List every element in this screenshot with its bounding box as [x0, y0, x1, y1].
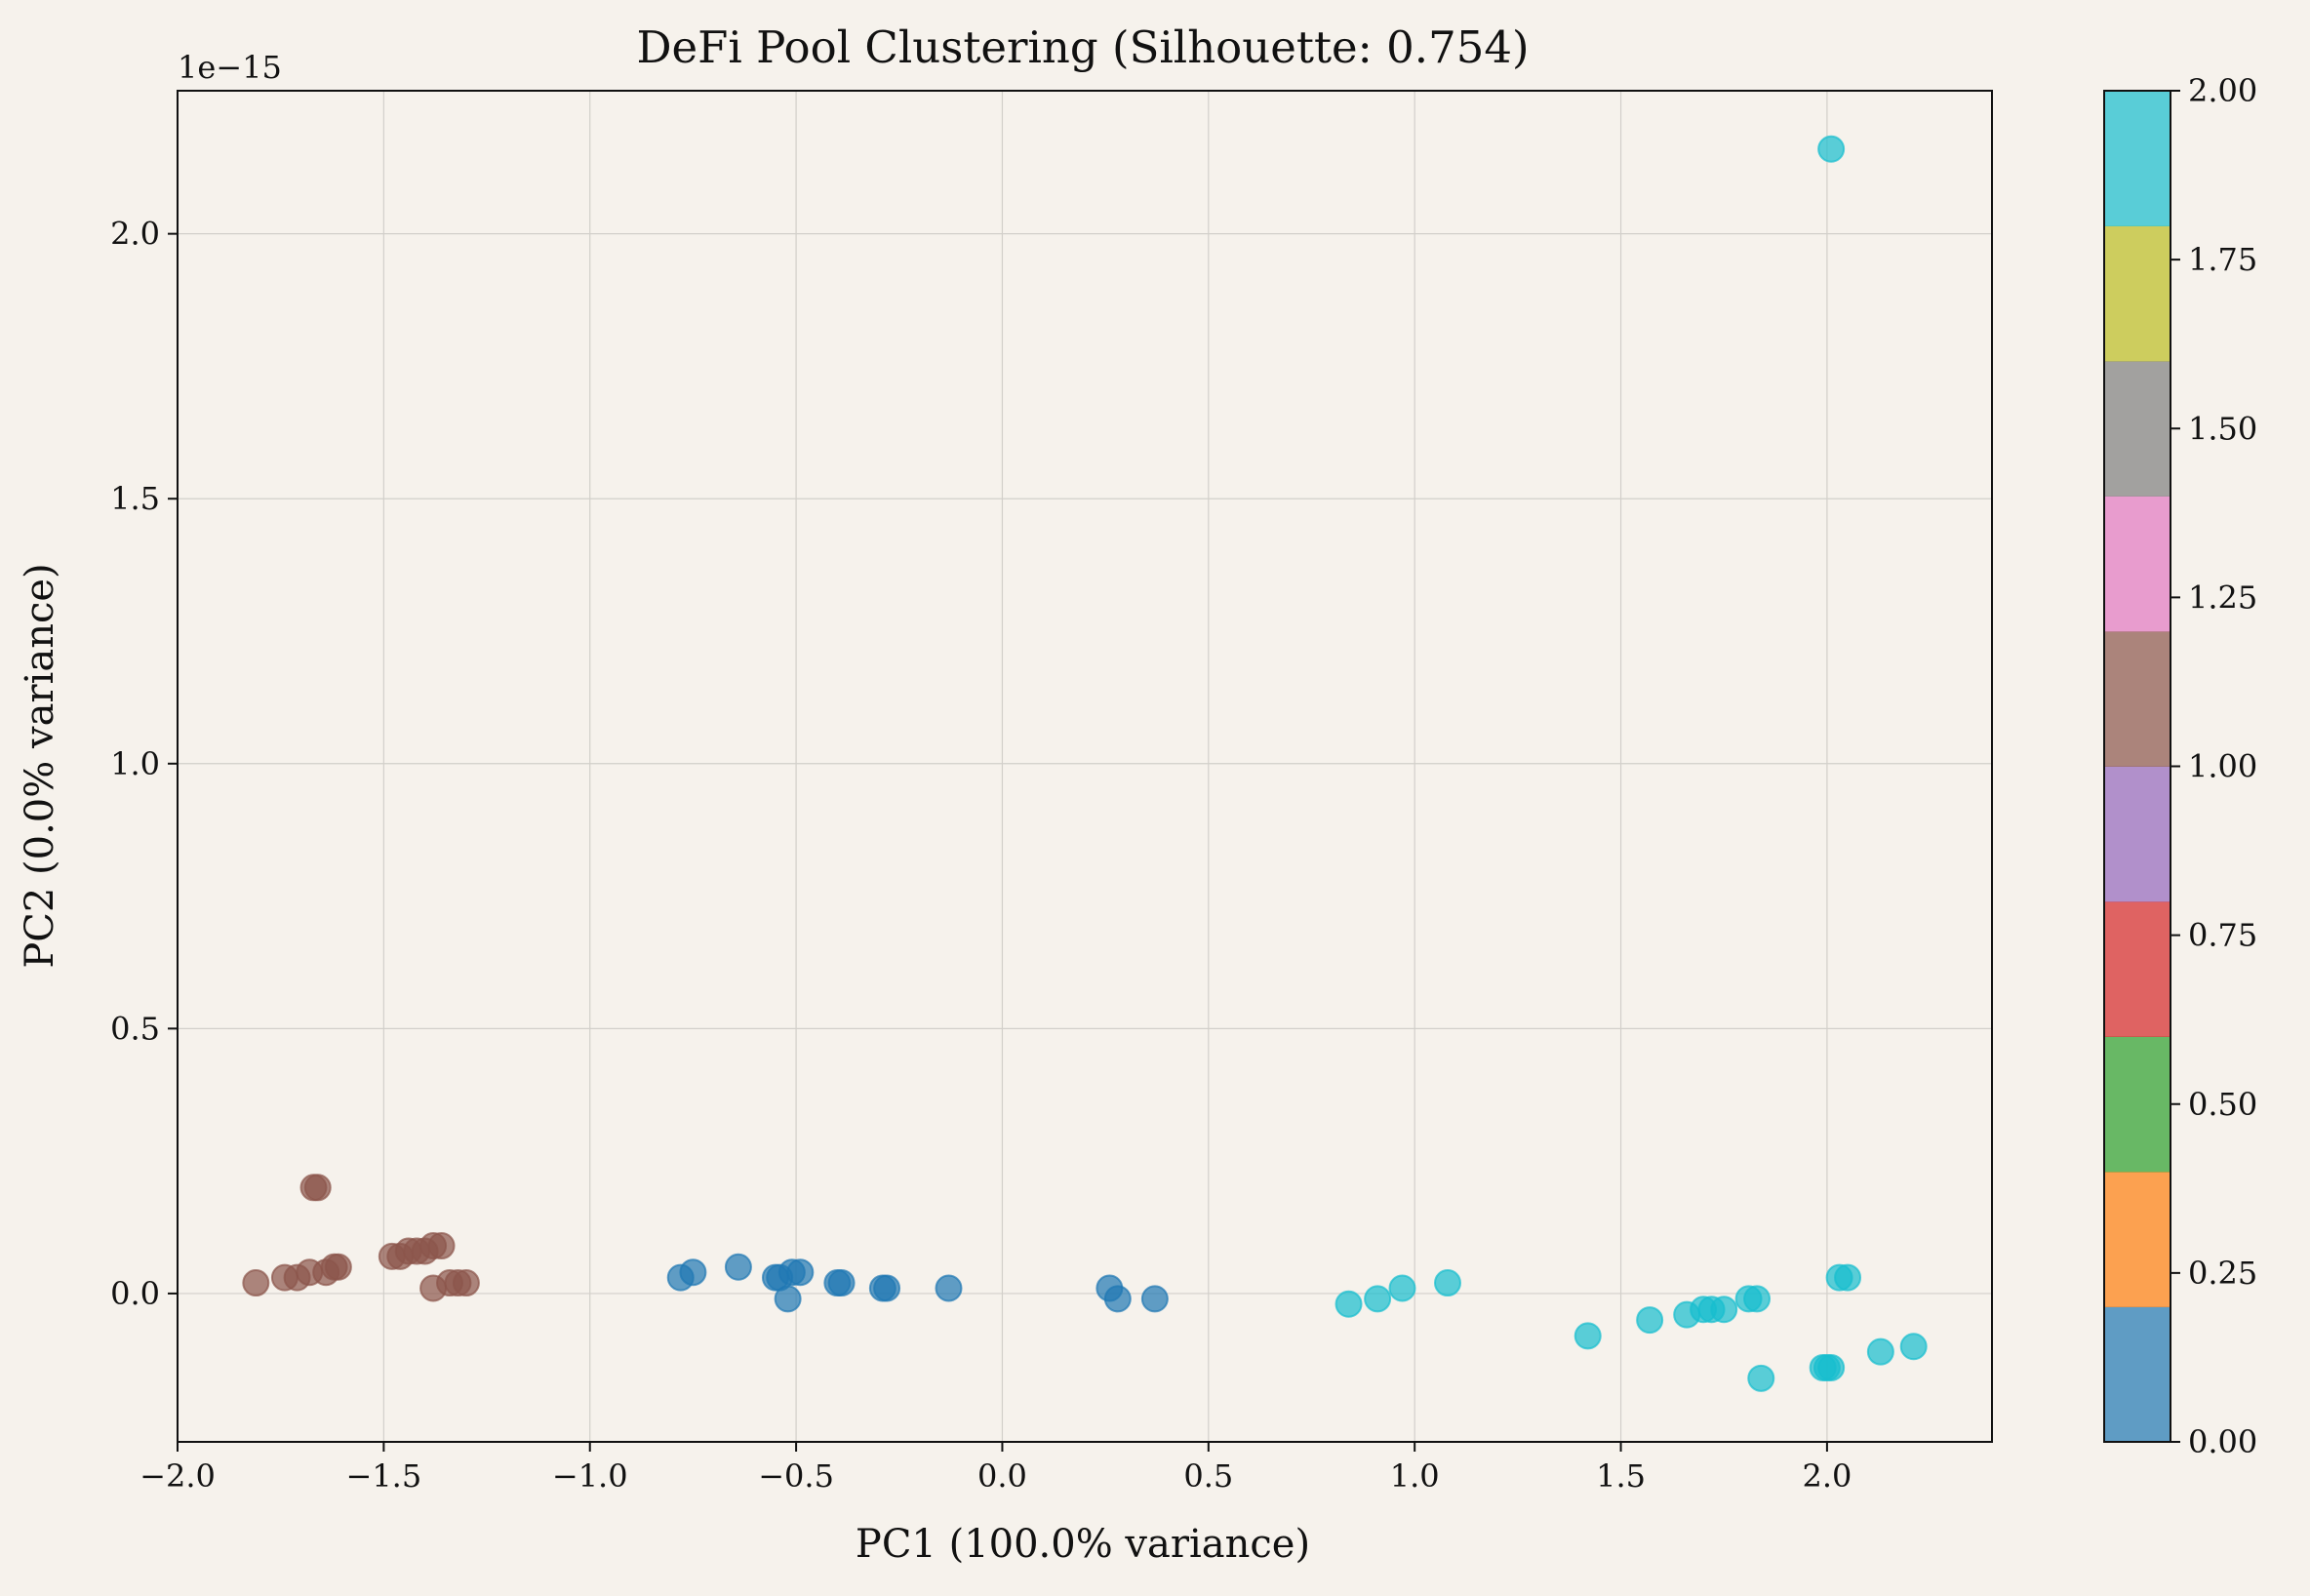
colorbar-band — [2104, 631, 2171, 767]
colorbar-band — [2104, 496, 2171, 632]
scatter-points — [242, 135, 1928, 1392]
colorbar-band — [2104, 91, 2171, 226]
y-axis: 0.0 0.5 1.0 1.5 2.0 — [110, 216, 178, 1312]
x-axis-label: PC1 (100.0% variance) — [856, 1522, 1310, 1567]
scatter-point — [1103, 1285, 1132, 1313]
colorbar: 0.00 0.25 0.50 0.75 1.00 1.25 1.50 1.75 2.00 — [2103, 72, 2257, 1460]
scatter-point — [1364, 1285, 1392, 1313]
y-axis-label: PC2 (0.0% variance) — [18, 563, 62, 968]
x-tick-label: −0.5 — [758, 1457, 834, 1495]
y-offset-label: 1e−15 — [178, 49, 282, 86]
x-tick-label: 1.5 — [1596, 1457, 1646, 1495]
scatter-point — [1573, 1322, 1602, 1350]
colorbar-tick-label: 2.00 — [2188, 72, 2257, 109]
y-tick-label: 0.5 — [110, 1010, 160, 1047]
scatter-point — [1140, 1285, 1169, 1313]
scatter-point — [1817, 135, 1846, 163]
y-tick-label: 2.0 — [110, 216, 160, 253]
colorbar-band — [2104, 766, 2171, 902]
x-tick-label: −1.5 — [346, 1457, 422, 1495]
scatter-point — [873, 1274, 901, 1302]
scatter-point — [1334, 1290, 1363, 1318]
colorbar-tick-label: 0.75 — [2188, 917, 2257, 954]
grid — [177, 91, 1992, 1442]
scatter-point — [1743, 1285, 1772, 1313]
y-tick-label: 1.0 — [110, 745, 160, 782]
colorbar-band — [2104, 1036, 2171, 1173]
colorbar-band — [2104, 1306, 2171, 1443]
colorbar-band — [2104, 225, 2171, 362]
scatter-point — [1834, 1263, 1862, 1292]
scatter-point — [242, 1269, 270, 1297]
x-tick-label: 0.5 — [1183, 1457, 1233, 1495]
x-tick-label: 1.0 — [1390, 1457, 1440, 1495]
scatter-point — [1388, 1274, 1416, 1302]
scatter-point — [774, 1285, 802, 1313]
scatter-point — [1434, 1269, 1461, 1297]
scatter-point — [452, 1269, 480, 1297]
scatter-point — [1899, 1333, 1928, 1361]
colorbar-tick-label: 0.50 — [2188, 1086, 2257, 1123]
plot-area — [178, 91, 1992, 1442]
scatter-point — [1710, 1296, 1738, 1324]
scatter-point — [827, 1269, 856, 1297]
scatter-point — [724, 1253, 752, 1281]
x-tick-label: 0.0 — [977, 1457, 1027, 1495]
chart-title: DeFi Pool Clustering (Silhouette: 0.754) — [636, 21, 1529, 73]
colorbar-band — [2104, 361, 2171, 497]
colorbar-tick-label: 0.00 — [2188, 1423, 2257, 1460]
scatter-point — [299, 1174, 328, 1202]
colorbar-band — [2104, 901, 2171, 1037]
y-tick-label: 0.0 — [110, 1275, 160, 1312]
scatter-point — [1747, 1364, 1775, 1392]
scatter-point — [679, 1258, 707, 1287]
scatter-point — [427, 1232, 456, 1260]
scatter-point — [324, 1253, 352, 1281]
scatter-point — [786, 1258, 815, 1287]
colorbar-tick-label: 1.50 — [2188, 410, 2257, 447]
x-tick-label: 2.0 — [1802, 1457, 1852, 1495]
x-tick-label: −1.0 — [552, 1457, 628, 1495]
colorbar-tick-label: 1.25 — [2188, 579, 2257, 616]
scatter-point — [1817, 1353, 1846, 1381]
y-tick-label: 1.5 — [110, 480, 160, 517]
x-axis: −2.0 −1.5 −1.0 −0.5 0.0 0.5 1.0 1.5 2.0 — [139, 1442, 1852, 1495]
colorbar-tick-label: 0.25 — [2188, 1255, 2257, 1292]
scatter-point — [1866, 1337, 1894, 1366]
plot-frame — [177, 90, 1993, 1443]
colorbar-tick-label: 1.00 — [2188, 748, 2257, 785]
colorbar-tick-label: 1.75 — [2188, 241, 2257, 278]
colorbar-band — [2104, 1172, 2171, 1307]
scatter-point — [935, 1274, 963, 1302]
scatter-point — [1636, 1306, 1664, 1335]
x-tick-label: −2.0 — [139, 1457, 216, 1495]
